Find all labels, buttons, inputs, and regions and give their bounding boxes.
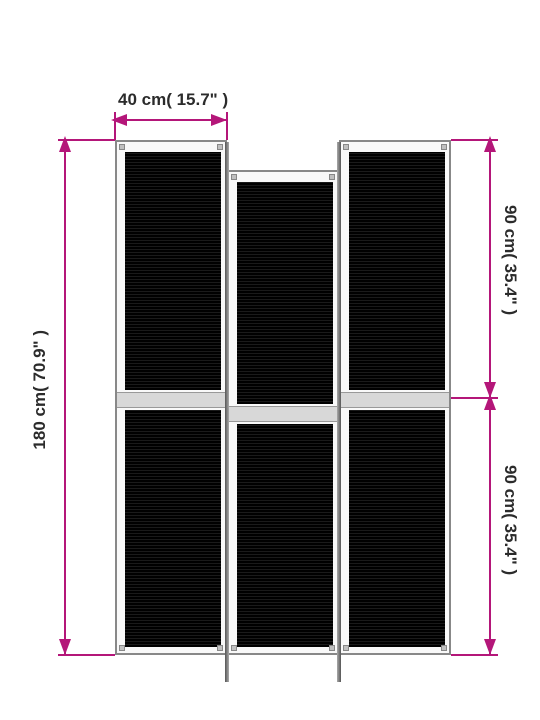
corner [343,144,349,150]
panel-2-crossbar [229,406,337,422]
upper-half-dimension-label: 90 cm( 35.4" ) [500,205,520,315]
corner [217,144,223,150]
width-dimension-label: 40 cm( 15.7" ) [118,90,228,110]
corner [343,645,349,651]
panel-1-crossbar [117,392,225,408]
diagram-canvas: 40 cm( 15.7" ) 180 cm( 70.9" ) 90 cm( 35… [0,0,540,720]
panel-3-weave-bottom [349,410,445,647]
corner [441,144,447,150]
screen-panel-1 [115,140,227,655]
corner [119,144,125,150]
corner [329,645,335,651]
height-dimension-label: 180 cm( 70.9" ) [30,330,50,450]
corner [217,645,223,651]
corner [119,645,125,651]
corner [329,174,335,180]
panel-2-weave-bottom [237,424,333,647]
corner [231,174,237,180]
corner [231,645,237,651]
panel-2-weave-top [237,182,333,404]
hinge-line-2 [337,142,341,682]
screen-panel-3 [339,140,451,655]
panel-3-weave-top [349,152,445,390]
screen-panel-2 [227,170,339,655]
corner [441,645,447,651]
hinge-line-1 [225,142,229,682]
panel-3-crossbar [341,392,449,408]
panel-1-weave-top [125,152,221,390]
panel-1-weave-bottom [125,410,221,647]
lower-half-dimension-label: 90 cm( 35.4" ) [500,465,520,575]
